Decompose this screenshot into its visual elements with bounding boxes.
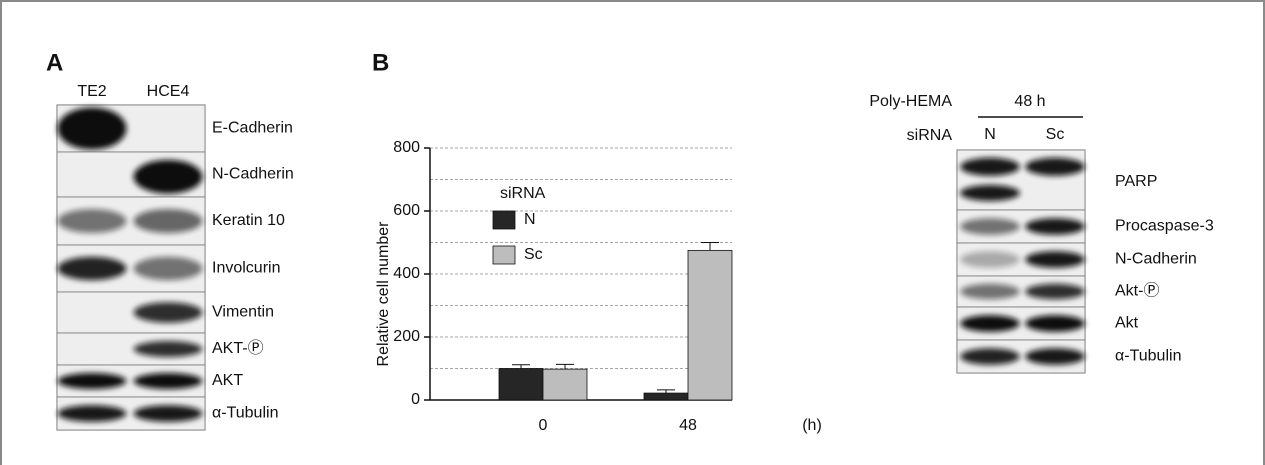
- band: [58, 209, 127, 233]
- bar: [688, 250, 732, 400]
- legend-label: Sc: [524, 246, 543, 263]
- x-unit: (h): [802, 417, 822, 434]
- row-label: E-Cadherin: [212, 120, 293, 137]
- band: [134, 341, 203, 357]
- row-label: PARP: [1115, 173, 1157, 190]
- condition-value: 48 h: [1014, 93, 1045, 110]
- x-tick-label: 0: [539, 417, 548, 434]
- band: [134, 209, 203, 233]
- y-tick-label: 0: [411, 391, 420, 408]
- y-tick-label: 600: [393, 202, 420, 219]
- figure: A B TE2 HCE4 E-Cadherin N-Cadherin Keratin 1…: [0, 0, 1265, 465]
- band: [960, 284, 1020, 300]
- band: [1025, 348, 1085, 365]
- panel-label: A: [46, 49, 63, 76]
- band: [134, 257, 203, 281]
- row-label: Akt-Ⓟ: [1115, 282, 1159, 300]
- legend-label: N: [524, 211, 536, 228]
- band: [134, 302, 203, 323]
- lane-label: N: [984, 126, 996, 143]
- row-label: Vimentin: [212, 304, 274, 321]
- legend-swatch: [493, 211, 515, 229]
- row-label: Involcurin: [212, 260, 280, 277]
- band: [134, 405, 203, 422]
- band: [58, 405, 127, 422]
- lane-label: HCE4: [147, 83, 190, 100]
- y-axis-label: Relative cell number: [375, 221, 392, 367]
- lane-label: Sc: [1046, 126, 1065, 143]
- bar: [543, 369, 587, 400]
- row-label: Procaspase-3: [1115, 218, 1214, 235]
- y-tick-label: 800: [393, 139, 420, 156]
- band: [960, 185, 1020, 201]
- lane-label: TE2: [77, 83, 106, 100]
- row-label: AKT-Ⓟ: [212, 339, 264, 357]
- band: [1025, 315, 1085, 332]
- band: [960, 251, 1020, 268]
- band: [960, 158, 1020, 176]
- row-label: N-Cadherin: [1115, 251, 1197, 268]
- band: [960, 315, 1020, 332]
- band: [1025, 284, 1085, 300]
- band: [134, 373, 203, 389]
- y-tick-label: 400: [393, 265, 420, 282]
- condition-label: Poly-HEMA: [869, 93, 952, 110]
- y-tick-label: 200: [393, 328, 420, 345]
- band: [134, 160, 203, 194]
- row-label: AKT: [212, 372, 243, 389]
- band: [960, 348, 1020, 365]
- bar: [644, 393, 688, 400]
- legend-title: siRNA: [500, 185, 546, 202]
- band: [960, 218, 1020, 235]
- row-label: Keratin 10: [212, 212, 285, 229]
- band: [1025, 251, 1085, 268]
- band: [58, 107, 127, 149]
- legend-swatch: [493, 246, 515, 264]
- x-tick-label: 48: [679, 417, 697, 434]
- band: [1025, 218, 1085, 235]
- row-label: N-Cadherin: [212, 166, 294, 183]
- panel-label: B: [372, 49, 389, 76]
- band: [58, 373, 127, 389]
- bar: [499, 369, 543, 401]
- row-label: Akt: [1115, 315, 1139, 332]
- row-label: α-Tubulin: [1115, 348, 1181, 365]
- band: [58, 257, 127, 281]
- sirna-label: siRNA: [907, 127, 953, 144]
- band: [1025, 158, 1085, 176]
- row-label: α-Tubulin: [212, 405, 278, 422]
